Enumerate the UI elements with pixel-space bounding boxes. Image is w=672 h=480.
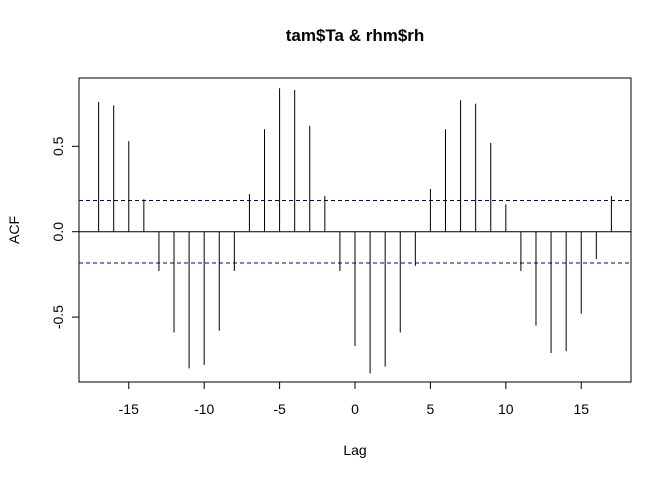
x-tick-label: 5 — [427, 401, 435, 417]
y-tick-label: 0.0 — [50, 222, 66, 242]
x-tick-label: 10 — [498, 401, 514, 417]
y-tick-label: 0.5 — [50, 136, 66, 156]
x-axis-label: Lag — [343, 442, 366, 458]
x-tick-label: -5 — [273, 401, 286, 417]
y-axis-label: ACF — [6, 216, 22, 244]
y-axis: -0.5 0.0 0.5 — [50, 136, 79, 329]
x-tick-label: -15 — [119, 401, 139, 417]
x-tick-label: 0 — [351, 401, 359, 417]
plot-marks — [79, 88, 631, 374]
x-tick-label: -10 — [194, 401, 214, 417]
x-tick-label: 15 — [573, 401, 589, 417]
x-axis: -15 -10 -5 0 5 10 15 — [119, 381, 589, 417]
y-tick-label: -0.5 — [50, 305, 66, 329]
chart-title: tam$Ta & rhm$rh — [286, 26, 425, 45]
